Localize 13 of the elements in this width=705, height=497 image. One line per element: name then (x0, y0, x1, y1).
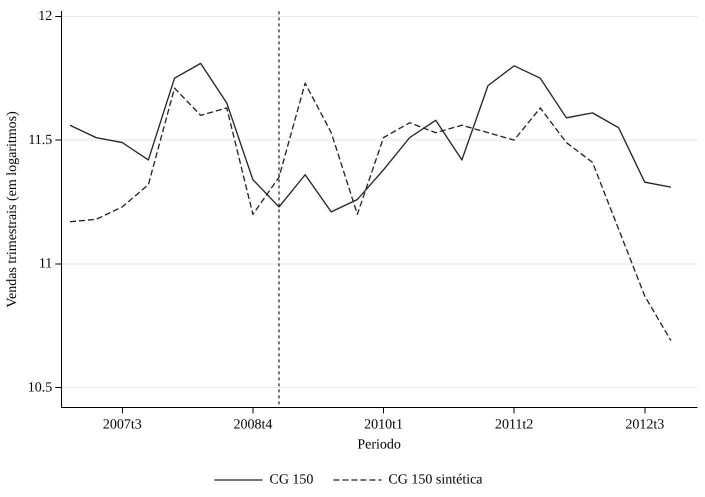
x-tick-label: 2007t3 (102, 417, 142, 432)
y-tick-label: 12 (38, 9, 52, 24)
y-tick-label: 10.5 (28, 380, 52, 396)
x-axis-title: Periodo (357, 437, 401, 452)
legend-label: CG 150 (269, 472, 314, 488)
y-tick-label: 11 (38, 256, 52, 272)
y-axis-title: Vendas trimestrais (em logaritmos) (5, 110, 20, 308)
x-tick-label: 2011t2 (494, 417, 534, 432)
y-tick-label: 11.5 (28, 132, 52, 148)
x-tick-label: 2010t1 (364, 417, 403, 432)
x-tick-label: 2012t3 (625, 417, 664, 432)
x-tick-label: 2008t4 (233, 417, 272, 432)
legend-label: CG 150 sintética (388, 472, 484, 488)
